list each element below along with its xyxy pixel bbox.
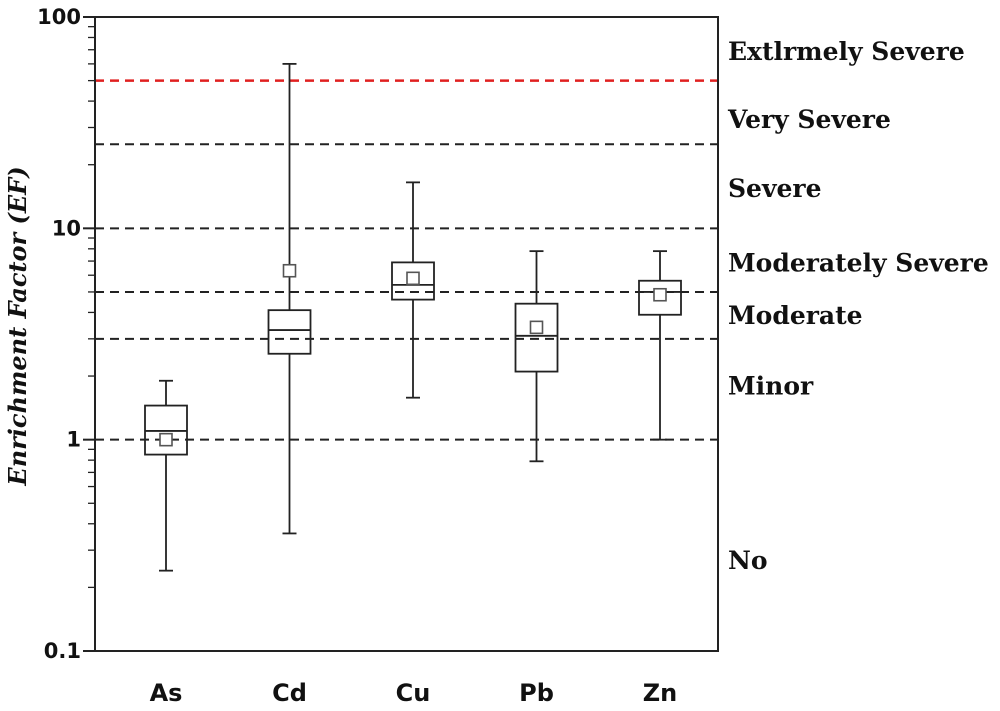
mean-marker [159,432,173,447]
box-Zn [638,250,682,441]
x-tick-label: Zn [643,679,678,707]
severity-class-label: Moderately Severe [728,248,989,277]
mean-marker [529,320,544,335]
severity-class-label: Minor [728,372,814,401]
y-tick-label: 100 [37,5,81,29]
plot-area-frame [94,16,719,652]
mean-marker [406,271,420,286]
y-tick-label: 10 [52,216,81,240]
severity-class-label: Very Severe [727,105,891,134]
box-plots [144,62,682,572]
severity-class-label: No [728,546,768,575]
box-Cu [391,181,435,399]
box-Cd [267,62,312,535]
severity-class-label: Moderate [728,301,863,330]
severity-class-label: Severe [728,174,821,203]
x-tick-label: Cd [272,679,307,707]
mean-marker [282,263,297,278]
y-axis: 0.1 1 10 100 [37,5,95,663]
x-tick-label: Cu [396,679,431,707]
box-As [144,379,188,572]
x-tick-label: Pb [519,679,554,707]
y-tick-label: 0.1 [44,639,81,663]
iqr-box [267,309,312,355]
x-tick-label: As [150,679,183,707]
iqr-box [514,302,559,373]
y-tick-label: 1 [66,428,81,452]
iqr-box [638,279,682,316]
iqr-box [391,261,435,301]
severity-class-label: Extlrmely Severe [728,37,965,66]
x-axis-labels: As Cd Cu Pb Zn [150,679,678,707]
threshold-lines [95,79,718,441]
y-axis-title: Enrichment Factor (EF) [3,166,32,486]
mean-marker [653,287,667,302]
severity-class-labels: Extlrmely Severe Very Severe Severe Moderat… [727,37,989,575]
box-Pb [514,250,559,463]
